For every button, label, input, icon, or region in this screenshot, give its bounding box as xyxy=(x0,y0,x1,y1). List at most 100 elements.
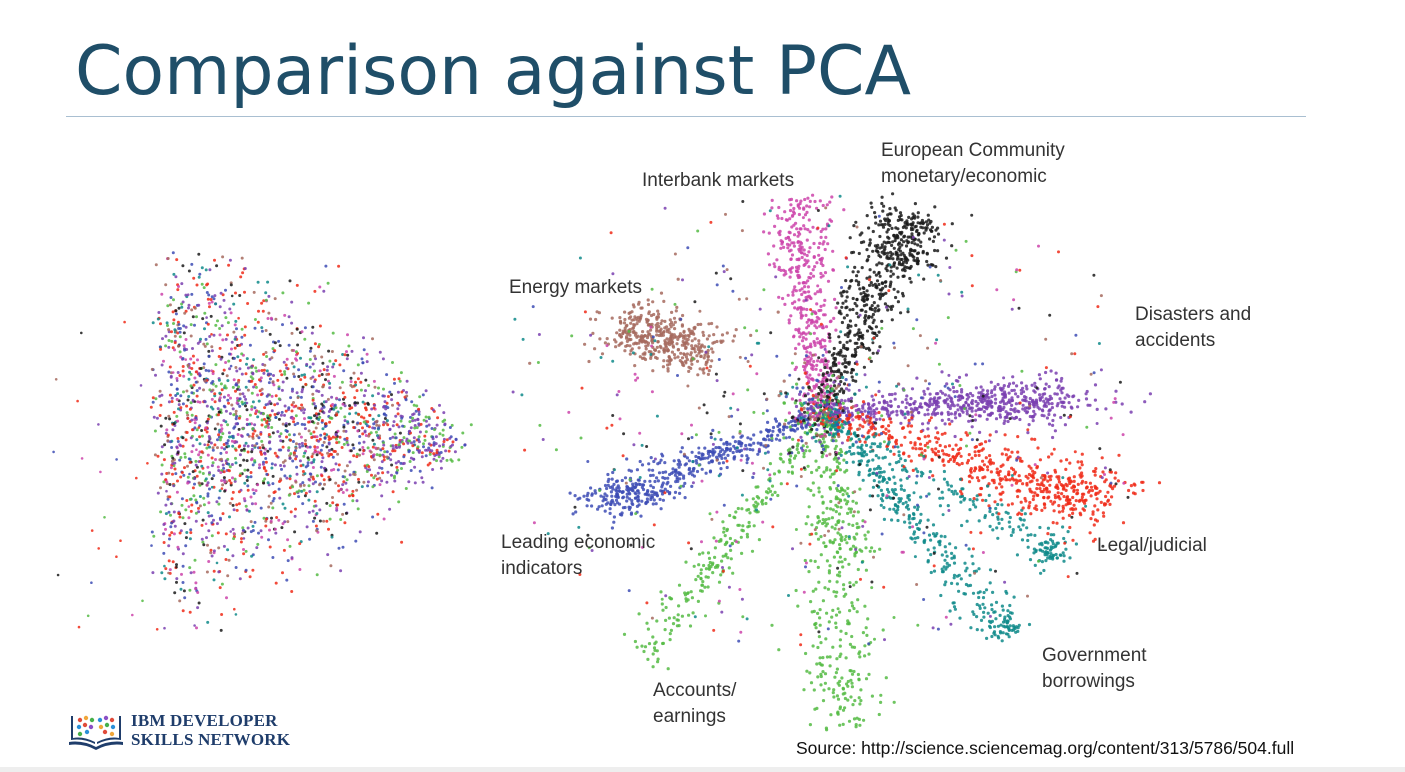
autoencoder-point xyxy=(823,344,827,348)
pca-point xyxy=(271,380,275,384)
pca-point xyxy=(214,323,218,327)
pca-point xyxy=(216,465,220,469)
autoencoder-point xyxy=(702,371,706,375)
pca-point xyxy=(327,438,331,441)
pca-point xyxy=(168,303,172,307)
autoencoder-point xyxy=(1027,423,1031,427)
pca-point xyxy=(331,331,335,335)
autoencoder-point xyxy=(740,551,744,556)
pca-point xyxy=(194,519,198,523)
autoencoder-point xyxy=(812,609,816,614)
pca-point xyxy=(400,540,404,544)
autoencoder-point xyxy=(704,362,708,367)
autoencoder-point xyxy=(788,217,792,221)
autoencoder-point xyxy=(694,459,698,463)
autoencoder-point xyxy=(649,313,654,318)
autoencoder-point xyxy=(853,347,857,352)
autoencoder-point xyxy=(683,591,687,595)
autoencoder-point xyxy=(880,262,884,266)
pca-point xyxy=(285,435,288,439)
pca-point xyxy=(326,553,330,557)
autoencoder-point xyxy=(865,259,869,263)
autoencoder-point xyxy=(819,674,823,679)
autoencoder-point xyxy=(832,316,836,320)
autoencoder-point xyxy=(1045,416,1049,420)
pca-point xyxy=(399,371,403,375)
autoencoder-point xyxy=(806,279,810,283)
pca-point xyxy=(411,444,415,448)
autoencoder-point xyxy=(1044,382,1048,386)
autoencoder-point xyxy=(834,594,838,598)
pca-point xyxy=(287,315,291,319)
autoencoder-point xyxy=(954,443,958,447)
pca-point xyxy=(260,301,264,305)
pca-point xyxy=(189,436,193,440)
autoencoder-point xyxy=(765,428,770,433)
pca-point xyxy=(218,438,222,442)
pca-point xyxy=(295,455,298,458)
pca-point xyxy=(219,429,223,433)
autoencoder-point xyxy=(649,473,653,478)
autoencoder-point xyxy=(805,238,809,242)
pca-point xyxy=(385,401,389,405)
autoencoder-point xyxy=(702,563,706,568)
autoencoder-point xyxy=(1003,395,1008,399)
pca-point xyxy=(258,463,262,467)
autoencoder-point xyxy=(707,334,711,338)
autoencoder-point xyxy=(868,549,872,553)
pca-point xyxy=(181,300,185,304)
pca-point xyxy=(178,374,182,377)
pca-point xyxy=(197,252,201,256)
autoencoder-point xyxy=(1057,510,1061,514)
autoencoder-point xyxy=(815,302,819,306)
autoencoder-point xyxy=(859,292,863,296)
autoencoder-point xyxy=(661,470,665,475)
autoencoder-point xyxy=(839,537,843,541)
autoencoder-point xyxy=(870,394,874,398)
pca-point xyxy=(413,418,417,422)
pca-point xyxy=(391,490,395,494)
autoencoder-point xyxy=(821,227,825,231)
pca-point xyxy=(250,391,254,395)
autoencoder-point xyxy=(871,312,876,317)
pca-point xyxy=(378,466,382,470)
pca-point xyxy=(217,410,221,414)
pca-point xyxy=(225,441,229,445)
autoencoder-point xyxy=(733,516,737,520)
pca-point xyxy=(215,522,219,526)
pca-point xyxy=(427,423,431,427)
pca-point xyxy=(287,448,290,452)
autoencoder-point xyxy=(848,319,853,323)
pca-point xyxy=(314,480,317,484)
autoencoder-point xyxy=(802,224,806,228)
pca-point xyxy=(249,495,253,499)
pca-point xyxy=(234,319,238,323)
pca-point xyxy=(223,311,227,315)
autoencoder-point xyxy=(722,526,726,531)
pca-point xyxy=(160,472,164,476)
autoencoder-point xyxy=(868,348,872,352)
pca-point xyxy=(216,319,219,323)
pca-point xyxy=(356,363,360,367)
autoencoder-point xyxy=(824,637,828,641)
pca-point xyxy=(277,339,281,343)
autoencoder-point xyxy=(863,533,867,537)
pca-point xyxy=(205,283,209,287)
pca-point xyxy=(204,268,208,272)
autoencoder-point xyxy=(987,396,991,400)
pca-point xyxy=(229,530,232,533)
pca-point xyxy=(399,461,403,465)
pca-point xyxy=(304,491,308,495)
pca-point xyxy=(186,464,189,468)
autoencoder-point xyxy=(849,279,853,283)
pca-point xyxy=(219,471,223,474)
autoencoder-point xyxy=(1091,539,1096,543)
pca-point xyxy=(290,361,294,365)
pca-point xyxy=(175,379,179,383)
autoencoder-point xyxy=(890,392,894,397)
autoencoder-point xyxy=(849,324,853,328)
pca-point xyxy=(280,467,283,471)
autoencoder-point xyxy=(655,476,659,480)
pca-point xyxy=(240,335,244,339)
pca-point xyxy=(362,449,366,452)
